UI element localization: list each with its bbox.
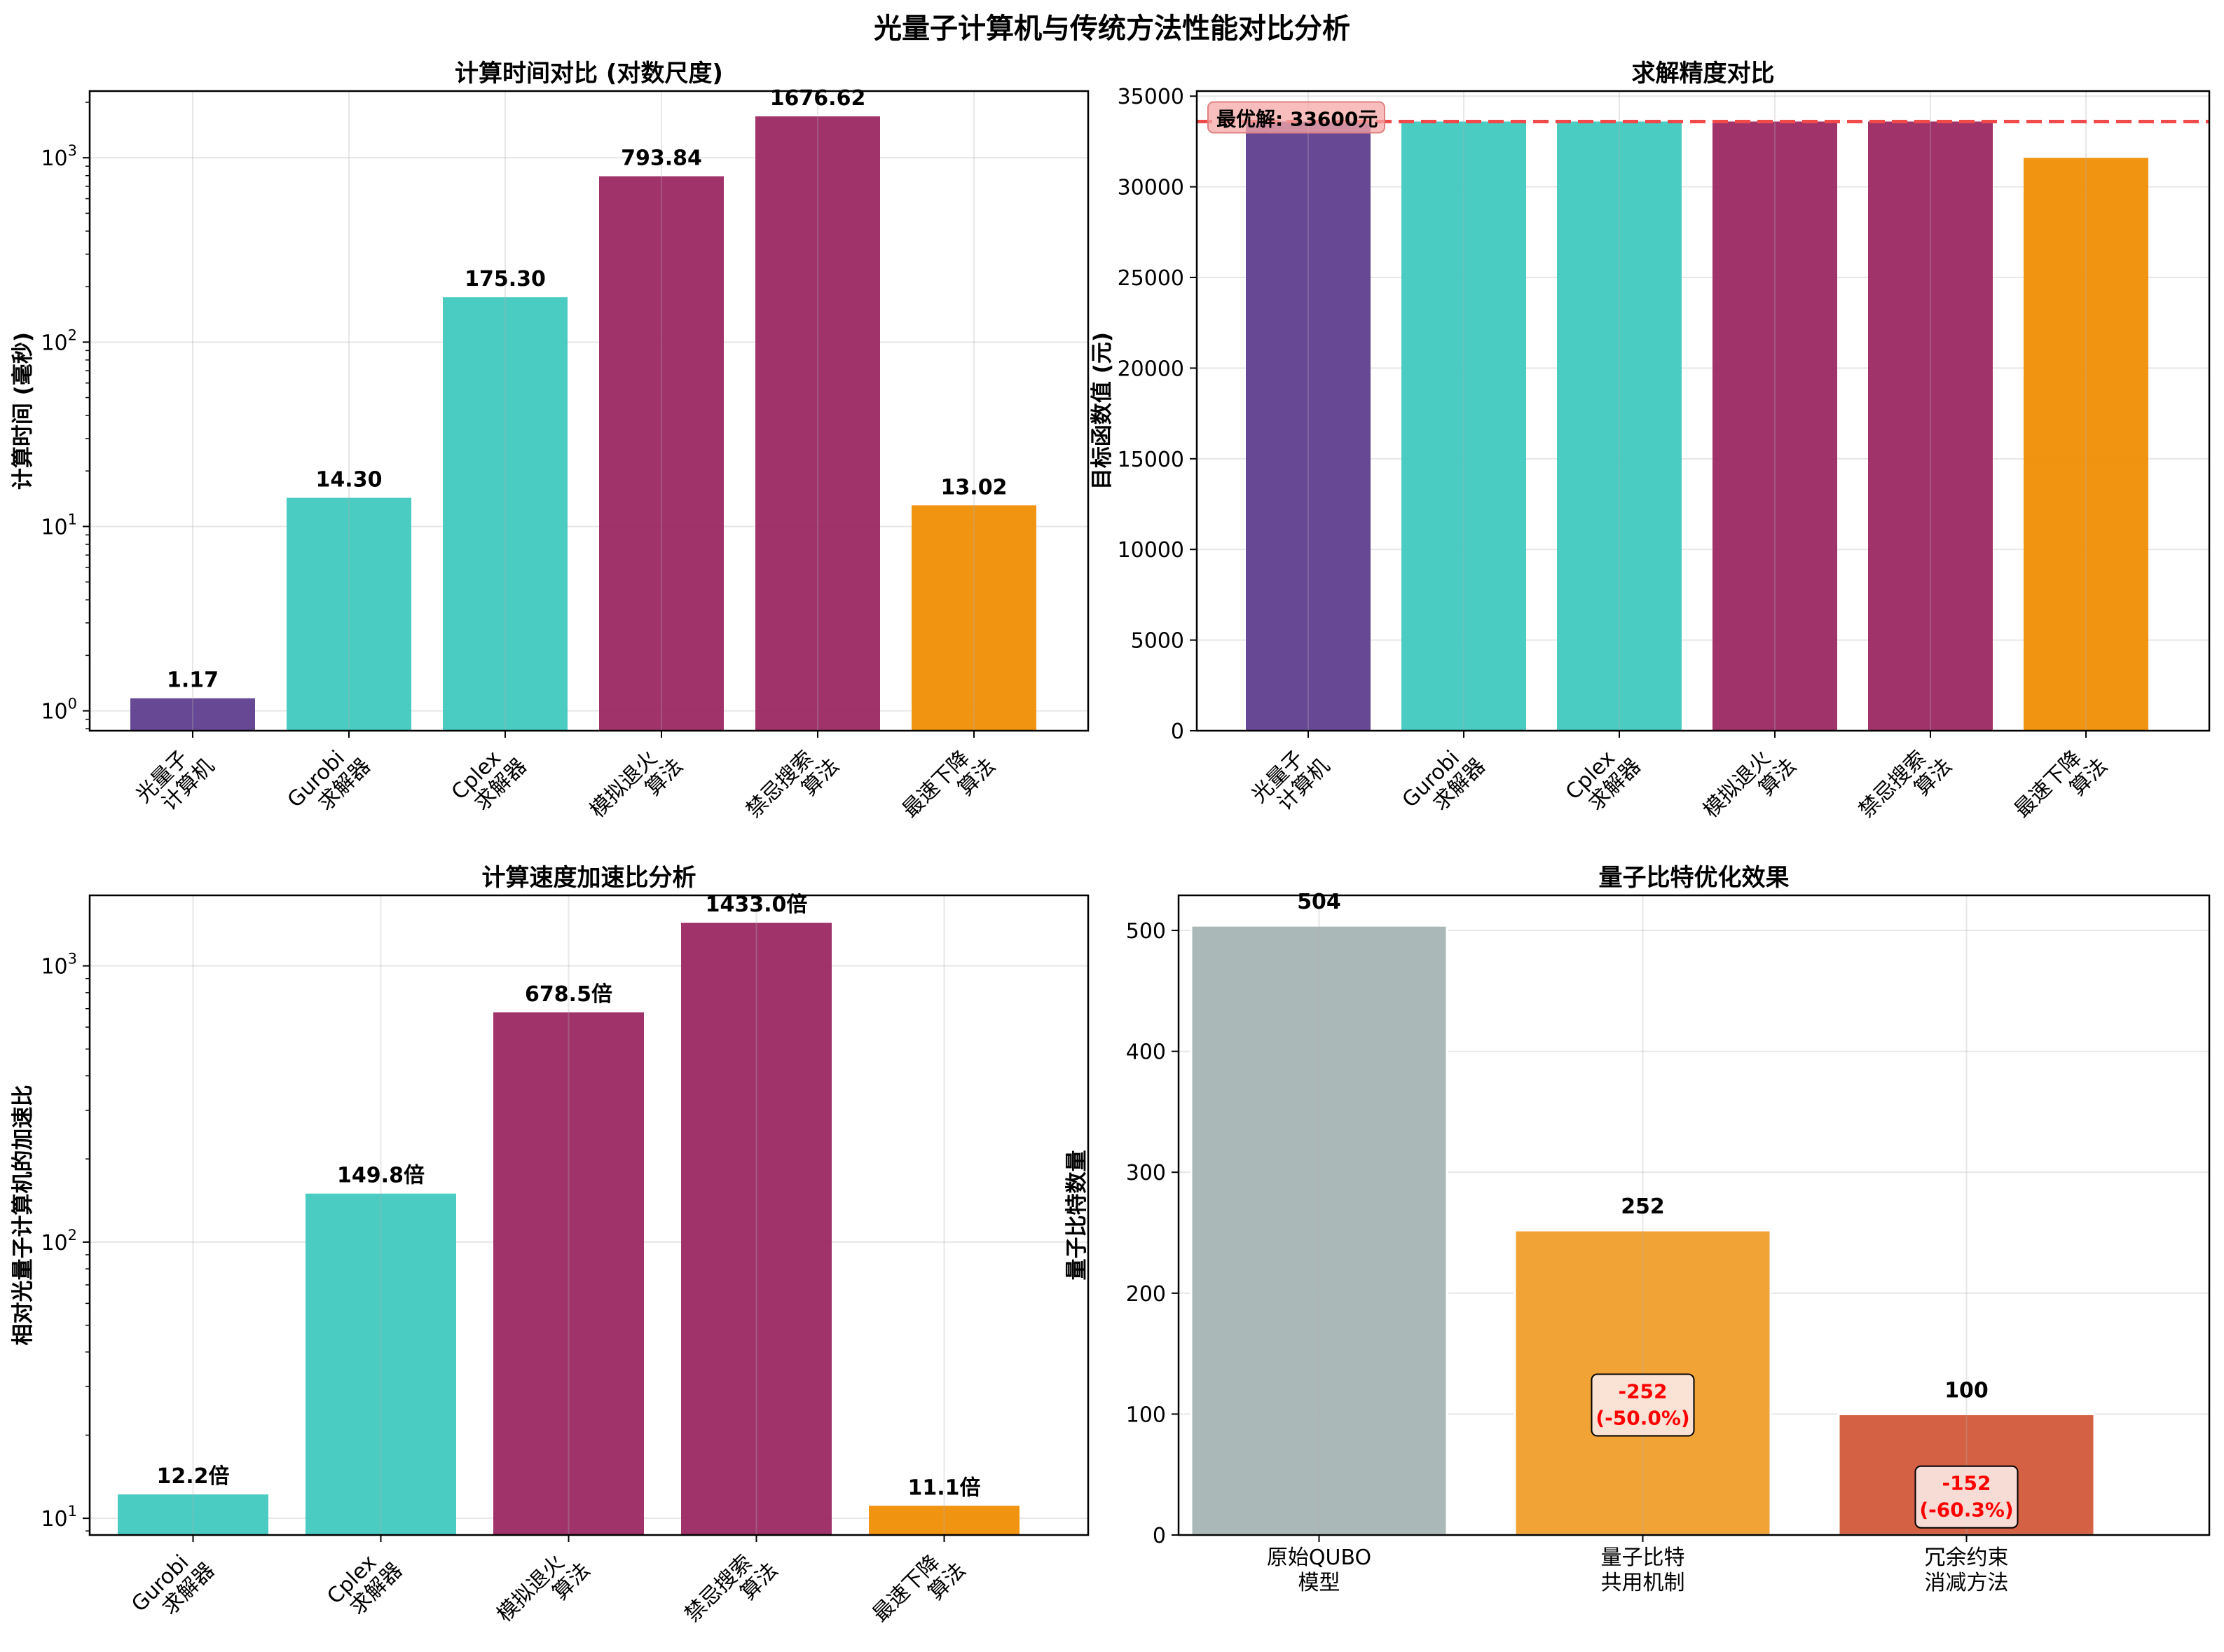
bar-value-label: 149.8倍 (337, 1164, 425, 1188)
bar-value-label: 1.17 (167, 668, 219, 693)
y-tick-label: 25000 (1118, 266, 1184, 291)
chart-qubits: 量子比特优化效果 0 100 200 300 400 500 504 原始QUBO 模型 252 -2… (1064, 864, 2211, 1595)
x-tick-label: 光量子计算机 (132, 737, 219, 825)
bar (130, 698, 255, 731)
y-tick-label: 0 (1153, 1524, 1166, 1548)
y-axis-label: 相对光量子计算机的加速比 (11, 1085, 36, 1346)
x-tick-label: 量子比特共用机制 (1601, 1546, 1685, 1595)
y-tick-label: 100 (41, 696, 77, 724)
bar-value-label: 1676.62 (770, 86, 866, 111)
bar (1401, 121, 1526, 731)
bar-value-label: 14.30 (316, 468, 383, 493)
axes-frame (1195, 90, 2211, 732)
bar (912, 505, 1036, 731)
bar-value-label: 12.2倍 (156, 1464, 229, 1489)
y-tick-label: 100 (1126, 1403, 1166, 1427)
chart-accuracy: 求解精度对比 0 5000 10000 15000 20000 25000 30000 3500… (1090, 60, 2211, 839)
y-tick-label: 15000 (1118, 448, 1184, 472)
x-tick-label: Cplex求解器 (1561, 737, 1646, 822)
x-tick-label: 模拟退火算法 (1698, 737, 1801, 839)
y-tick-label: 103 (41, 142, 77, 171)
chart-title: 量子比特优化效果 (1599, 864, 1790, 892)
x-tick-label: Gurobi求解器 (127, 1541, 219, 1634)
y-tick-label: 101 (41, 1503, 77, 1531)
x-tick-label: 禁忌搜索算法 (1854, 737, 1956, 839)
bar (1868, 121, 1993, 731)
bar (118, 1494, 268, 1535)
reduction-label: -252 (-50.0%) (1595, 1380, 1689, 1430)
y-tick-label: 102 (41, 1227, 77, 1255)
bar-value-label: 13.02 (941, 475, 1008, 500)
y-tick-label: 30000 (1118, 176, 1184, 200)
bar-value-label: 504 (1297, 890, 1341, 914)
chart-speedup: 计算速度加速比分析 101 102 103 12.2倍 Gurobi求解器 149.8倍 Cp… (11, 864, 1090, 1644)
x-tick-label: 冗余约束消减方法 (1925, 1546, 2009, 1595)
x-tick-label: Gurobi求解器 (1398, 737, 1490, 830)
x-tick-label: 模拟退火算法 (585, 737, 687, 839)
chart-time: 计算时间对比 (对数尺度) 100 101 102 103 1.17 光量子计算机 14.30… (11, 60, 1090, 839)
y-axis-label: 目标函数值 (元) (1090, 332, 1115, 490)
y-tick-label: 400 (1126, 1040, 1166, 1065)
figure-title: 光量子计算机与传统方法性能对比分析 (874, 13, 1350, 45)
x-tick-label: 禁忌搜索算法 (680, 1541, 783, 1644)
bar-value-label: 252 (1621, 1195, 1665, 1219)
x-tick-label: 最速下降算法 (2010, 737, 2112, 839)
y-tick-label: 5000 (1131, 629, 1184, 654)
y-axis-label: 量子比特数量 (1064, 1150, 1090, 1281)
x-tick-label: Cplex求解器 (322, 1541, 407, 1626)
bar-value-label: 100 (1944, 1378, 1989, 1403)
reduction-box (1914, 1465, 2019, 1529)
axes-frame (88, 894, 1090, 1536)
bar (869, 1506, 1020, 1535)
chart-title: 求解精度对比 (1632, 60, 1775, 88)
bar (1557, 121, 1682, 731)
reference-label-box (1207, 101, 1385, 134)
bar (1246, 121, 1371, 731)
bar (493, 1012, 644, 1535)
axes-frame (88, 90, 1090, 732)
x-tick-label: 模拟退火算法 (493, 1541, 595, 1644)
y-tick-label: 35000 (1118, 85, 1184, 109)
y-tick-label: 101 (41, 511, 77, 539)
x-tick-label: 光量子计算机 (1247, 737, 1335, 825)
bar-value-label: 11.1倍 (907, 1475, 980, 1500)
y-tick-label: 20000 (1118, 357, 1184, 381)
chart-title: 计算时间对比 (对数尺度) (455, 60, 723, 88)
bar-value-label: 1433.0倍 (706, 893, 808, 917)
y-tick-label: 102 (41, 326, 77, 355)
x-tick-label: Cplex求解器 (447, 737, 532, 822)
axes-frame (1177, 894, 2211, 1536)
y-tick-label: 500 (1126, 919, 1166, 944)
y-tick-label: 0 (1171, 720, 1184, 744)
y-tick-label: 200 (1126, 1282, 1166, 1307)
bar (1190, 924, 1448, 1536)
reduction-box (1591, 1373, 1695, 1437)
bar (599, 176, 724, 731)
bar-value-label: 793.84 (621, 146, 702, 171)
bar-value-label: 678.5倍 (525, 982, 612, 1007)
x-tick-label: 最速下降算法 (898, 737, 1000, 839)
x-tick-label: Gurobi求解器 (283, 737, 376, 830)
reduction-label: -152 (-60.3%) (1919, 1472, 2013, 1522)
x-tick-label: 最速下降算法 (868, 1541, 970, 1644)
x-tick-label: 原始QUBO 模型 (1267, 1546, 1371, 1595)
bar (287, 497, 411, 731)
y-tick-label: 300 (1126, 1161, 1166, 1185)
y-tick-label: 10000 (1118, 538, 1184, 563)
bar (681, 923, 832, 1535)
y-axis-label: 计算时间 (毫秒) (11, 332, 36, 490)
chart-title: 计算速度加速比分析 (482, 864, 696, 892)
y-tick-label: 103 (41, 951, 77, 979)
bar (1712, 121, 1837, 731)
bar (306, 1193, 456, 1535)
bar-value-label: 175.30 (465, 267, 546, 291)
bar (443, 297, 568, 731)
bar (755, 116, 880, 731)
bar (2024, 158, 2148, 731)
reference-label: 最优解: 33600元 (1216, 107, 1378, 130)
x-tick-label: 禁忌搜索算法 (741, 737, 844, 839)
